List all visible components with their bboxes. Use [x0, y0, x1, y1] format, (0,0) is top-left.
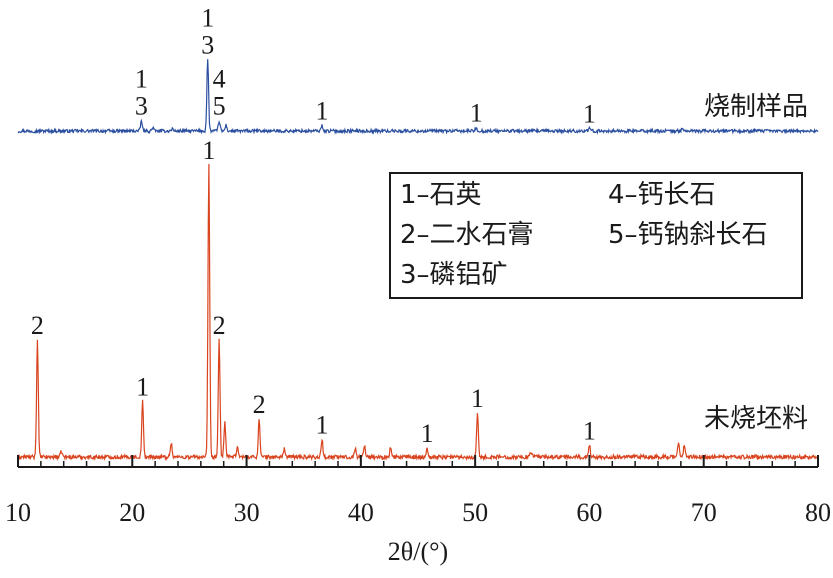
- legend-entry-3: 3–磷铝矿: [400, 260, 508, 290]
- series-label-2: 未烧坯料: [704, 404, 808, 434]
- peak-label: 4: [213, 65, 226, 94]
- x-tick-label: 50: [462, 498, 488, 527]
- peak-label: 1: [583, 100, 596, 129]
- peak-label: 1: [201, 4, 214, 33]
- legend: 1–石英 4–钙长石 2–二水石膏 5–钙钠斜长石 3–磷铝矿: [389, 172, 803, 299]
- series-line-2: [17, 163, 819, 462]
- peak-label: 2: [253, 390, 266, 419]
- peak-label: 1: [583, 416, 596, 445]
- x-tick-label: 30: [234, 498, 260, 527]
- peak-label: 5: [213, 92, 226, 121]
- x-tick-label: 70: [691, 498, 717, 527]
- peak-label: 1: [470, 99, 483, 128]
- peak-label: 3: [201, 31, 214, 60]
- legend-entry-4: 4–钙长石: [608, 180, 716, 210]
- legend-entry-1: 1–石英: [400, 180, 482, 210]
- peak-label: 1: [202, 136, 215, 165]
- x-tick-label: 60: [576, 498, 602, 527]
- series-label-1: 烧制样品: [704, 92, 808, 122]
- legend-entry-5: 5–钙钠斜长石: [608, 220, 768, 250]
- x-axis-label: 2θ/(°): [388, 537, 448, 566]
- legend-entry-2: 2–二水石膏: [400, 220, 534, 250]
- peak-label: 2: [213, 311, 226, 340]
- x-axis: 10 20 30 40 50 60 70 80: [5, 455, 831, 527]
- legend-box: [389, 172, 803, 299]
- peak-label: 1: [135, 65, 148, 94]
- peak-label: 1: [136, 373, 149, 402]
- peak-label: 3: [135, 92, 148, 121]
- peak-label: 1: [421, 419, 434, 448]
- series-line-1: [17, 59, 819, 135]
- peak-label: 2: [31, 311, 44, 340]
- peak-label: 1: [316, 96, 329, 125]
- x-tick-label: 20: [119, 498, 145, 527]
- x-tick-label: 80: [805, 498, 831, 527]
- peak-label: 1: [316, 411, 329, 440]
- x-tick-label: 40: [348, 498, 374, 527]
- x-tick-label: 10: [5, 498, 31, 527]
- peak-label: 1: [471, 384, 484, 413]
- series-layer: [17, 59, 819, 462]
